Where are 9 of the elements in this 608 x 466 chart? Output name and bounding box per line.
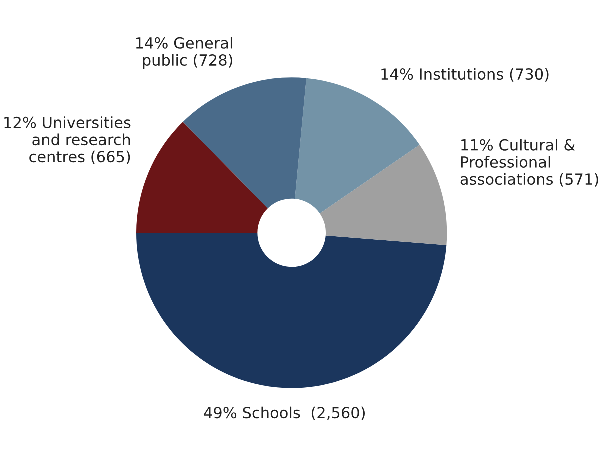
slice-label: 14% General public (728) xyxy=(136,37,232,69)
donut-slice xyxy=(320,144,448,246)
slice-label: 12% Universities and research centres (665) xyxy=(4,116,131,164)
donut-slice xyxy=(136,233,447,388)
slice-label: 14% Institutions (730) xyxy=(382,68,549,82)
slice-label: 11% Cultural & Professional associations (571) xyxy=(460,139,598,187)
donut-slice xyxy=(183,78,307,209)
donut-slice xyxy=(136,122,268,233)
slice-label: 49% Schools (2,560) xyxy=(204,406,365,420)
